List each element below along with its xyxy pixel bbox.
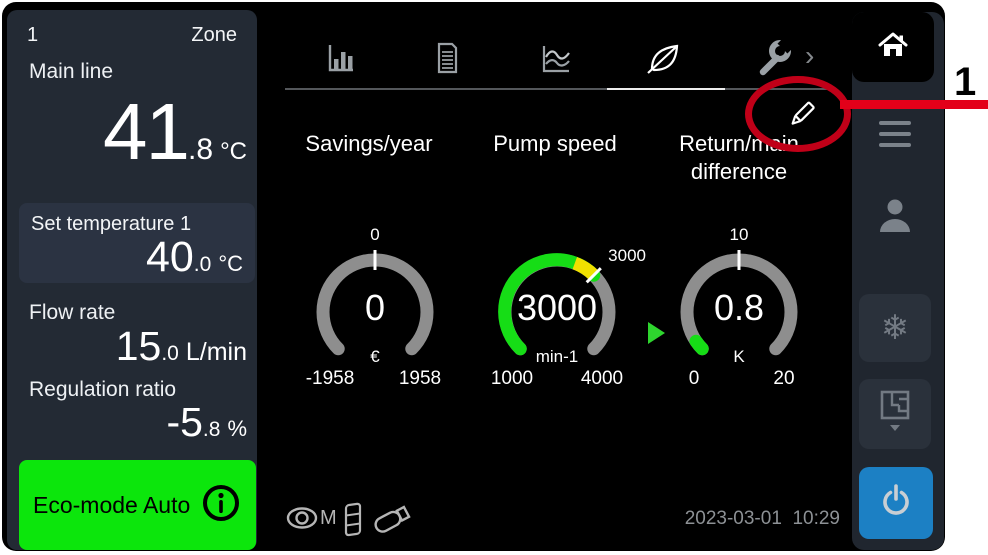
gauge-savings-max: 1958 [398,368,442,389]
gauge-return-min: 0 [688,368,700,389]
document-icon [429,42,465,80]
flow-int: 15 [115,323,162,369]
regulation-ratio-value: -5 .8 % [166,402,247,443]
tab-divider-left [285,88,607,90]
sidebar-item-home[interactable] [852,12,934,82]
gauge-return-diff: 10 0.8 K 0 20 [654,225,824,425]
sidebar-item-power[interactable] [859,467,933,539]
monitor-m-label: M [320,507,337,529]
main-line-unit: °C [220,138,247,165]
gauge-pump-speed: 3000 3000 min-1 1000 4000 [472,235,646,425]
flow-dec: .0 [161,342,179,365]
usb-icon [368,500,414,543]
flow-direction-arrow-icon [648,322,665,344]
eye-monitor-icon [286,504,322,537]
zone-number: 1 [27,24,39,46]
tab-statistics[interactable] [322,40,358,81]
gauge-pump-value: 3000 [516,287,598,328]
trend-chart-icon [536,46,574,82]
zone-label: Zone [191,24,237,46]
gauge-return-top-tick: 10 [729,225,749,244]
sidebar-item-frost-protection[interactable]: ❄ [859,294,931,362]
gauge-return-max: 20 [773,368,795,389]
zone-status-panel: 1 Zone Main line 41 .8 °C Set temperatur… [7,10,257,550]
power-icon [877,482,915,525]
set-temp-dec: .0 [193,253,212,276]
gauge-savings: 0 0 € -1958 1958 [290,225,460,425]
gauge-savings-min: -1958 [305,368,355,389]
gauge-pump-unit: min-1 [535,347,579,366]
sidebar-item-menu[interactable] [879,121,911,154]
annotation-circle [745,76,851,152]
set-temperature-label: Set temperature 1 [31,213,192,235]
gauge-savings-value: 0 [364,287,386,328]
flow-rate-label: Flow rate [29,301,116,324]
eco-mode-button[interactable]: Eco-mode Auto [19,460,256,550]
gauge-pump-min: 1000 [490,368,534,389]
regulation-ratio-label: Regulation ratio [29,378,177,401]
reg-dec: .8 [202,418,221,441]
module-icon [342,500,366,543]
set-temperature-card[interactable]: Set temperature 1 40 .0 °C [19,203,255,283]
menu-icon [879,121,911,147]
annotation-label: 1 [954,60,977,104]
tab-settings[interactable] [753,36,795,83]
zone-header: 1 Zone [7,24,257,47]
gauge-return-value: 0.8 [713,287,765,328]
reg-unit: % [227,416,247,441]
gauge-savings-unit: € [370,347,380,366]
tab-divider-active [607,88,725,90]
eco-mode-label: Eco-mode Auto [33,491,191,518]
leaf-icon [644,44,682,82]
tab-trends[interactable] [536,40,574,83]
set-temperature-value: 40 .0 °C [146,236,243,279]
sidebar-item-zone-select[interactable] [859,379,931,449]
gauge-title-savings: Savings/year [305,131,433,156]
reg-int: -5 [166,399,203,445]
main-line-dec: .8 [188,133,214,166]
gauge-pump-max: 4000 [580,368,624,389]
gauge-savings-top-tick: 0 [370,225,380,244]
set-temp-int: 40 [145,233,194,281]
wrench-icon [753,36,795,82]
tabs-more-chevron-icon[interactable]: › [805,40,815,71]
main-line-value: 41 .8 °C [103,92,247,172]
main-line-int: 41 [103,87,190,176]
info-icon[interactable] [200,482,242,529]
main-line-label: Main line [29,60,114,83]
set-temp-unit: °C [218,251,243,276]
gauge-title-pump-speed: Pump speed [493,131,617,156]
gauge-return-unit: K [733,347,745,366]
tab-report[interactable] [429,40,465,81]
sidebar-item-user[interactable] [876,196,914,241]
bar-chart-icon [322,45,358,80]
tab-eco[interactable] [644,40,682,83]
user-icon [876,199,914,240]
datetime-label: 2023-03-01 10:29 [684,508,840,529]
floor-plan-icon [876,389,914,440]
gauge-pump-tick-label: 3000 [608,246,646,265]
home-icon [875,27,911,68]
snowflake-icon: ❄ [880,309,910,347]
annotation-line [840,100,988,109]
flow-unit: L/min [185,338,247,366]
flow-rate-value: 15 .0 L/min [116,326,247,367]
